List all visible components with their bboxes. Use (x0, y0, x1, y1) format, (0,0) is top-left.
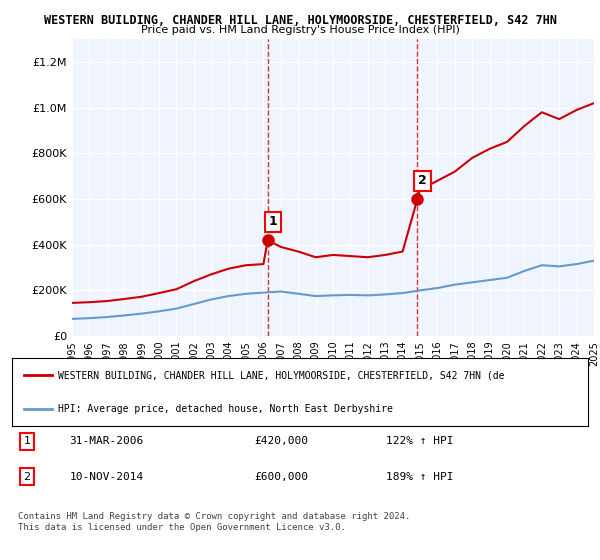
Text: £420,000: £420,000 (254, 436, 308, 446)
Text: Price paid vs. HM Land Registry's House Price Index (HPI): Price paid vs. HM Land Registry's House … (140, 25, 460, 35)
Text: 31-MAR-2006: 31-MAR-2006 (70, 436, 144, 446)
Text: 189% ↑ HPI: 189% ↑ HPI (386, 472, 454, 482)
Text: 2: 2 (418, 174, 427, 187)
Text: Contains HM Land Registry data © Crown copyright and database right 2024.
This d: Contains HM Land Registry data © Crown c… (18, 512, 410, 532)
Text: 1: 1 (23, 436, 31, 446)
Text: 2: 2 (23, 472, 31, 482)
Text: 122% ↑ HPI: 122% ↑ HPI (386, 436, 454, 446)
Text: HPI: Average price, detached house, North East Derbyshire: HPI: Average price, detached house, Nort… (58, 404, 393, 414)
Text: WESTERN BUILDING, CHANDER HILL LANE, HOLYMOORSIDE, CHESTERFIELD, S42 7HN (de: WESTERN BUILDING, CHANDER HILL LANE, HOL… (58, 370, 505, 380)
Text: WESTERN BUILDING, CHANDER HILL LANE, HOLYMOORSIDE, CHESTERFIELD, S42 7HN: WESTERN BUILDING, CHANDER HILL LANE, HOL… (44, 14, 557, 27)
Text: 1: 1 (269, 216, 277, 228)
Text: 10-NOV-2014: 10-NOV-2014 (70, 472, 144, 482)
Text: £600,000: £600,000 (254, 472, 308, 482)
